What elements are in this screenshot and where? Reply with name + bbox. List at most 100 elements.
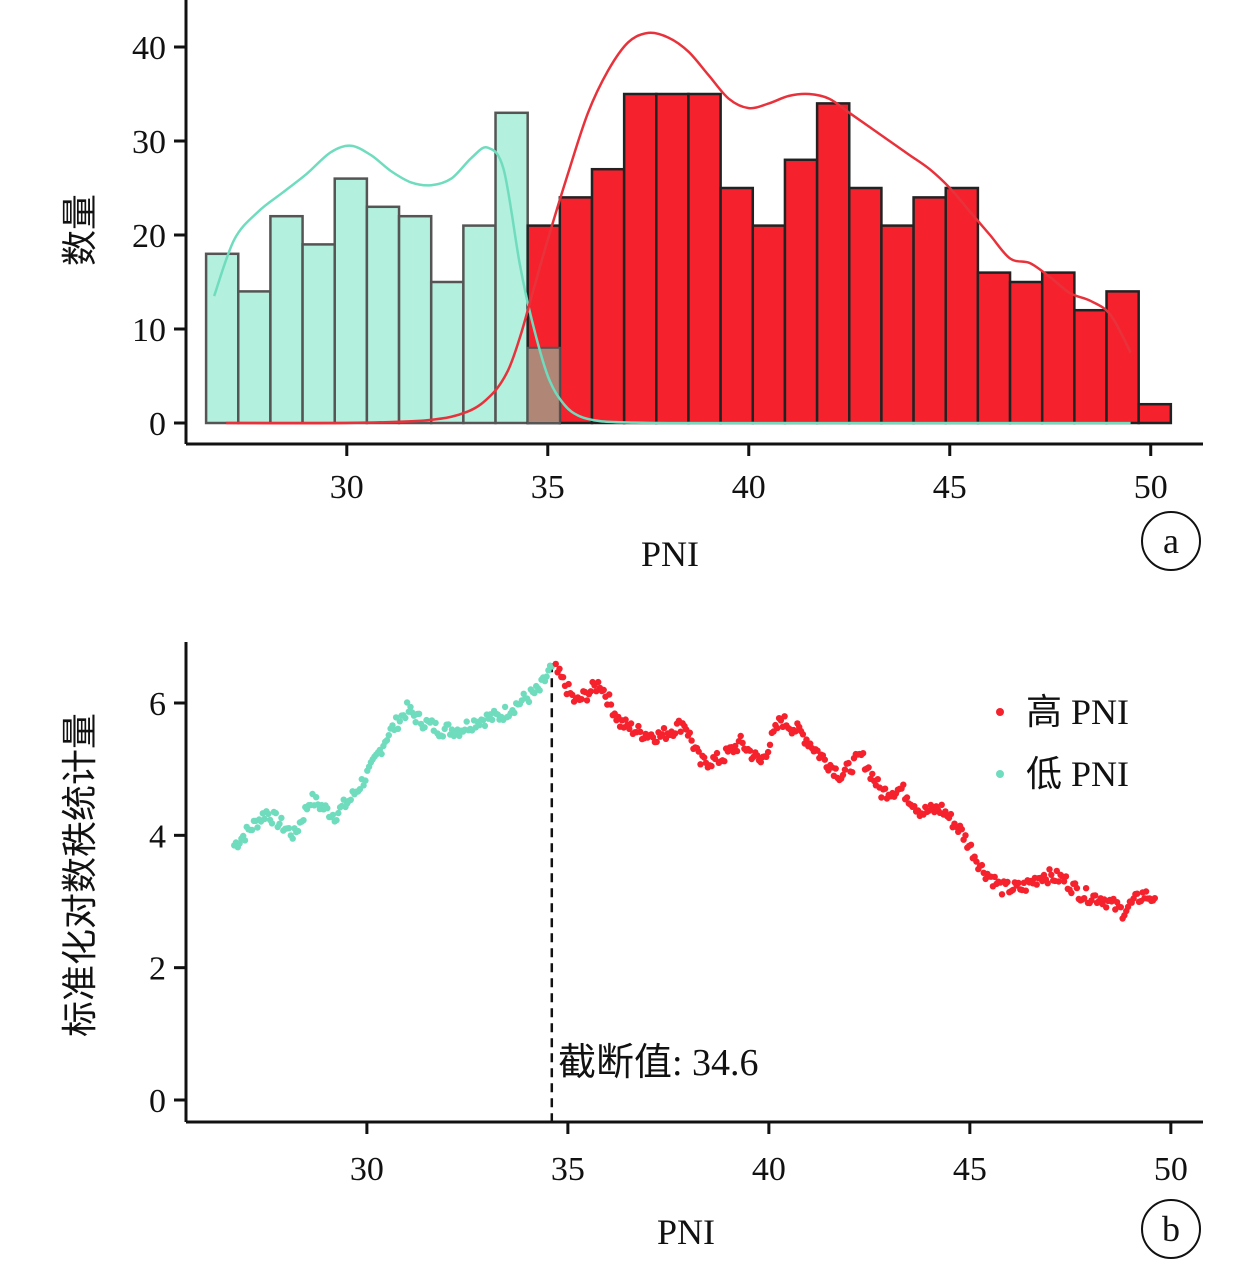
scatter-point	[686, 729, 693, 736]
scatter-point	[556, 665, 563, 672]
scatter-point	[792, 728, 799, 735]
high-pni-bar	[944, 186, 980, 425]
panel-b-y-tick-label: 4	[149, 818, 166, 855]
panel-a-letter-circle	[1141, 511, 1201, 571]
scatter-point	[766, 741, 774, 748]
scatter-point	[973, 858, 980, 865]
panel-b-x-tick-label: 35	[551, 1151, 585, 1188]
panel-b-y-axis-label: 标准化对数秩统计量	[60, 713, 100, 1037]
scatter-point	[1044, 880, 1051, 887]
scatter-point	[774, 724, 781, 732]
scatter-point	[713, 749, 721, 757]
scatter-point	[1068, 889, 1075, 897]
scatter-point	[660, 725, 668, 732]
scatter-point	[1055, 878, 1062, 885]
scatter-point	[265, 810, 272, 818]
scatter-point	[268, 820, 276, 827]
scatter-point	[415, 710, 423, 717]
scatter-point	[607, 701, 615, 708]
scatter-point	[721, 758, 728, 765]
scatter-point	[900, 781, 907, 788]
scatter-point	[869, 770, 876, 778]
scatter-point	[849, 769, 856, 776]
scatter-point	[733, 747, 741, 755]
scatter-point	[463, 718, 470, 725]
panel-a-y-tick-label: 30	[132, 124, 166, 161]
high-pni-density-curve	[226, 31, 1132, 425]
legend-marker-low	[996, 770, 1004, 778]
scatter-point	[559, 674, 567, 681]
panel-b-y-tick-label: 0	[149, 1083, 166, 1120]
scatter-point	[688, 737, 695, 744]
low-pni-bar	[397, 214, 433, 425]
scatter-point	[583, 697, 591, 704]
cutoff-label: 截断值: 34.6	[558, 1042, 759, 1084]
panel-b-letter: b	[1162, 1209, 1180, 1249]
panel-b-y-tick-label: 2	[149, 951, 166, 988]
scatter-point	[378, 750, 385, 758]
high-pni-bar	[815, 102, 851, 425]
scatter-point	[754, 752, 761, 759]
high-pni-bar	[1137, 402, 1173, 425]
scatter-point	[1151, 895, 1159, 902]
scatter-point	[701, 754, 708, 761]
scatter-point	[394, 725, 402, 732]
panel-a-y-tick-label: 40	[132, 30, 166, 67]
high-pni-bar	[783, 158, 819, 425]
high-pni-bar	[976, 271, 1012, 425]
scatter-point	[421, 724, 428, 731]
scatter-point	[276, 820, 283, 827]
high-pni-bar	[655, 92, 690, 425]
scatter-point	[360, 782, 367, 789]
scatter-point	[832, 765, 839, 772]
panel-a-letter: a	[1163, 521, 1179, 561]
scatter-point	[489, 716, 496, 723]
scatter-point	[456, 732, 463, 739]
panel-a-x-tick-label: 30	[330, 469, 364, 506]
panel-a-histogram: 0 10 20 30 40 30 35 40 45 50 PNI 数量 a	[60, 0, 1203, 574]
legend: 高 PNI 低 PNI	[996, 692, 1129, 794]
scatter-point	[1117, 904, 1125, 911]
scatter-point	[732, 742, 739, 750]
scatter-point	[1033, 881, 1040, 888]
panel-a-y-tick-label: 10	[132, 312, 166, 349]
scatter-point	[313, 794, 320, 801]
scatter-point	[911, 803, 918, 810]
scatter-point	[569, 691, 576, 698]
scatter-point	[653, 738, 660, 746]
scatter-point	[403, 699, 411, 706]
scatter-point	[385, 732, 392, 739]
scatter-point	[525, 698, 533, 706]
panel-a-x-axis-label: PNI	[641, 534, 699, 574]
scatter-point	[737, 732, 744, 740]
high-pni-bars	[526, 92, 1173, 425]
scatter-point	[1060, 878, 1068, 885]
scatter-point	[998, 891, 1006, 898]
panel-a-y-axis-label: 数量	[60, 194, 100, 266]
scatter-point	[677, 728, 684, 735]
scatter-point	[903, 794, 911, 801]
scatter-point	[476, 722, 483, 729]
scatter-point	[362, 777, 369, 784]
scatter-point	[1004, 878, 1011, 886]
scatter-point	[991, 873, 998, 881]
panel-a-y-tick-label: 0	[149, 406, 166, 443]
scatter-point	[335, 809, 342, 817]
scatter-point	[1022, 887, 1029, 894]
high-pni-bar	[1105, 290, 1140, 425]
scatter-point	[845, 759, 852, 767]
scatter-point	[565, 680, 572, 688]
scatter-point	[402, 714, 409, 722]
scatter-point	[1092, 892, 1099, 899]
scatter-point	[272, 809, 279, 817]
scatter-point	[697, 761, 704, 768]
scatter-point	[606, 691, 613, 698]
scatter-point	[1073, 884, 1081, 892]
scatter-point	[627, 720, 635, 727]
scatter-point	[672, 730, 679, 737]
scatter-point	[1081, 895, 1088, 902]
scatter-point	[248, 826, 256, 834]
high-pni-bar	[1040, 271, 1076, 425]
scatter-point	[396, 718, 403, 725]
